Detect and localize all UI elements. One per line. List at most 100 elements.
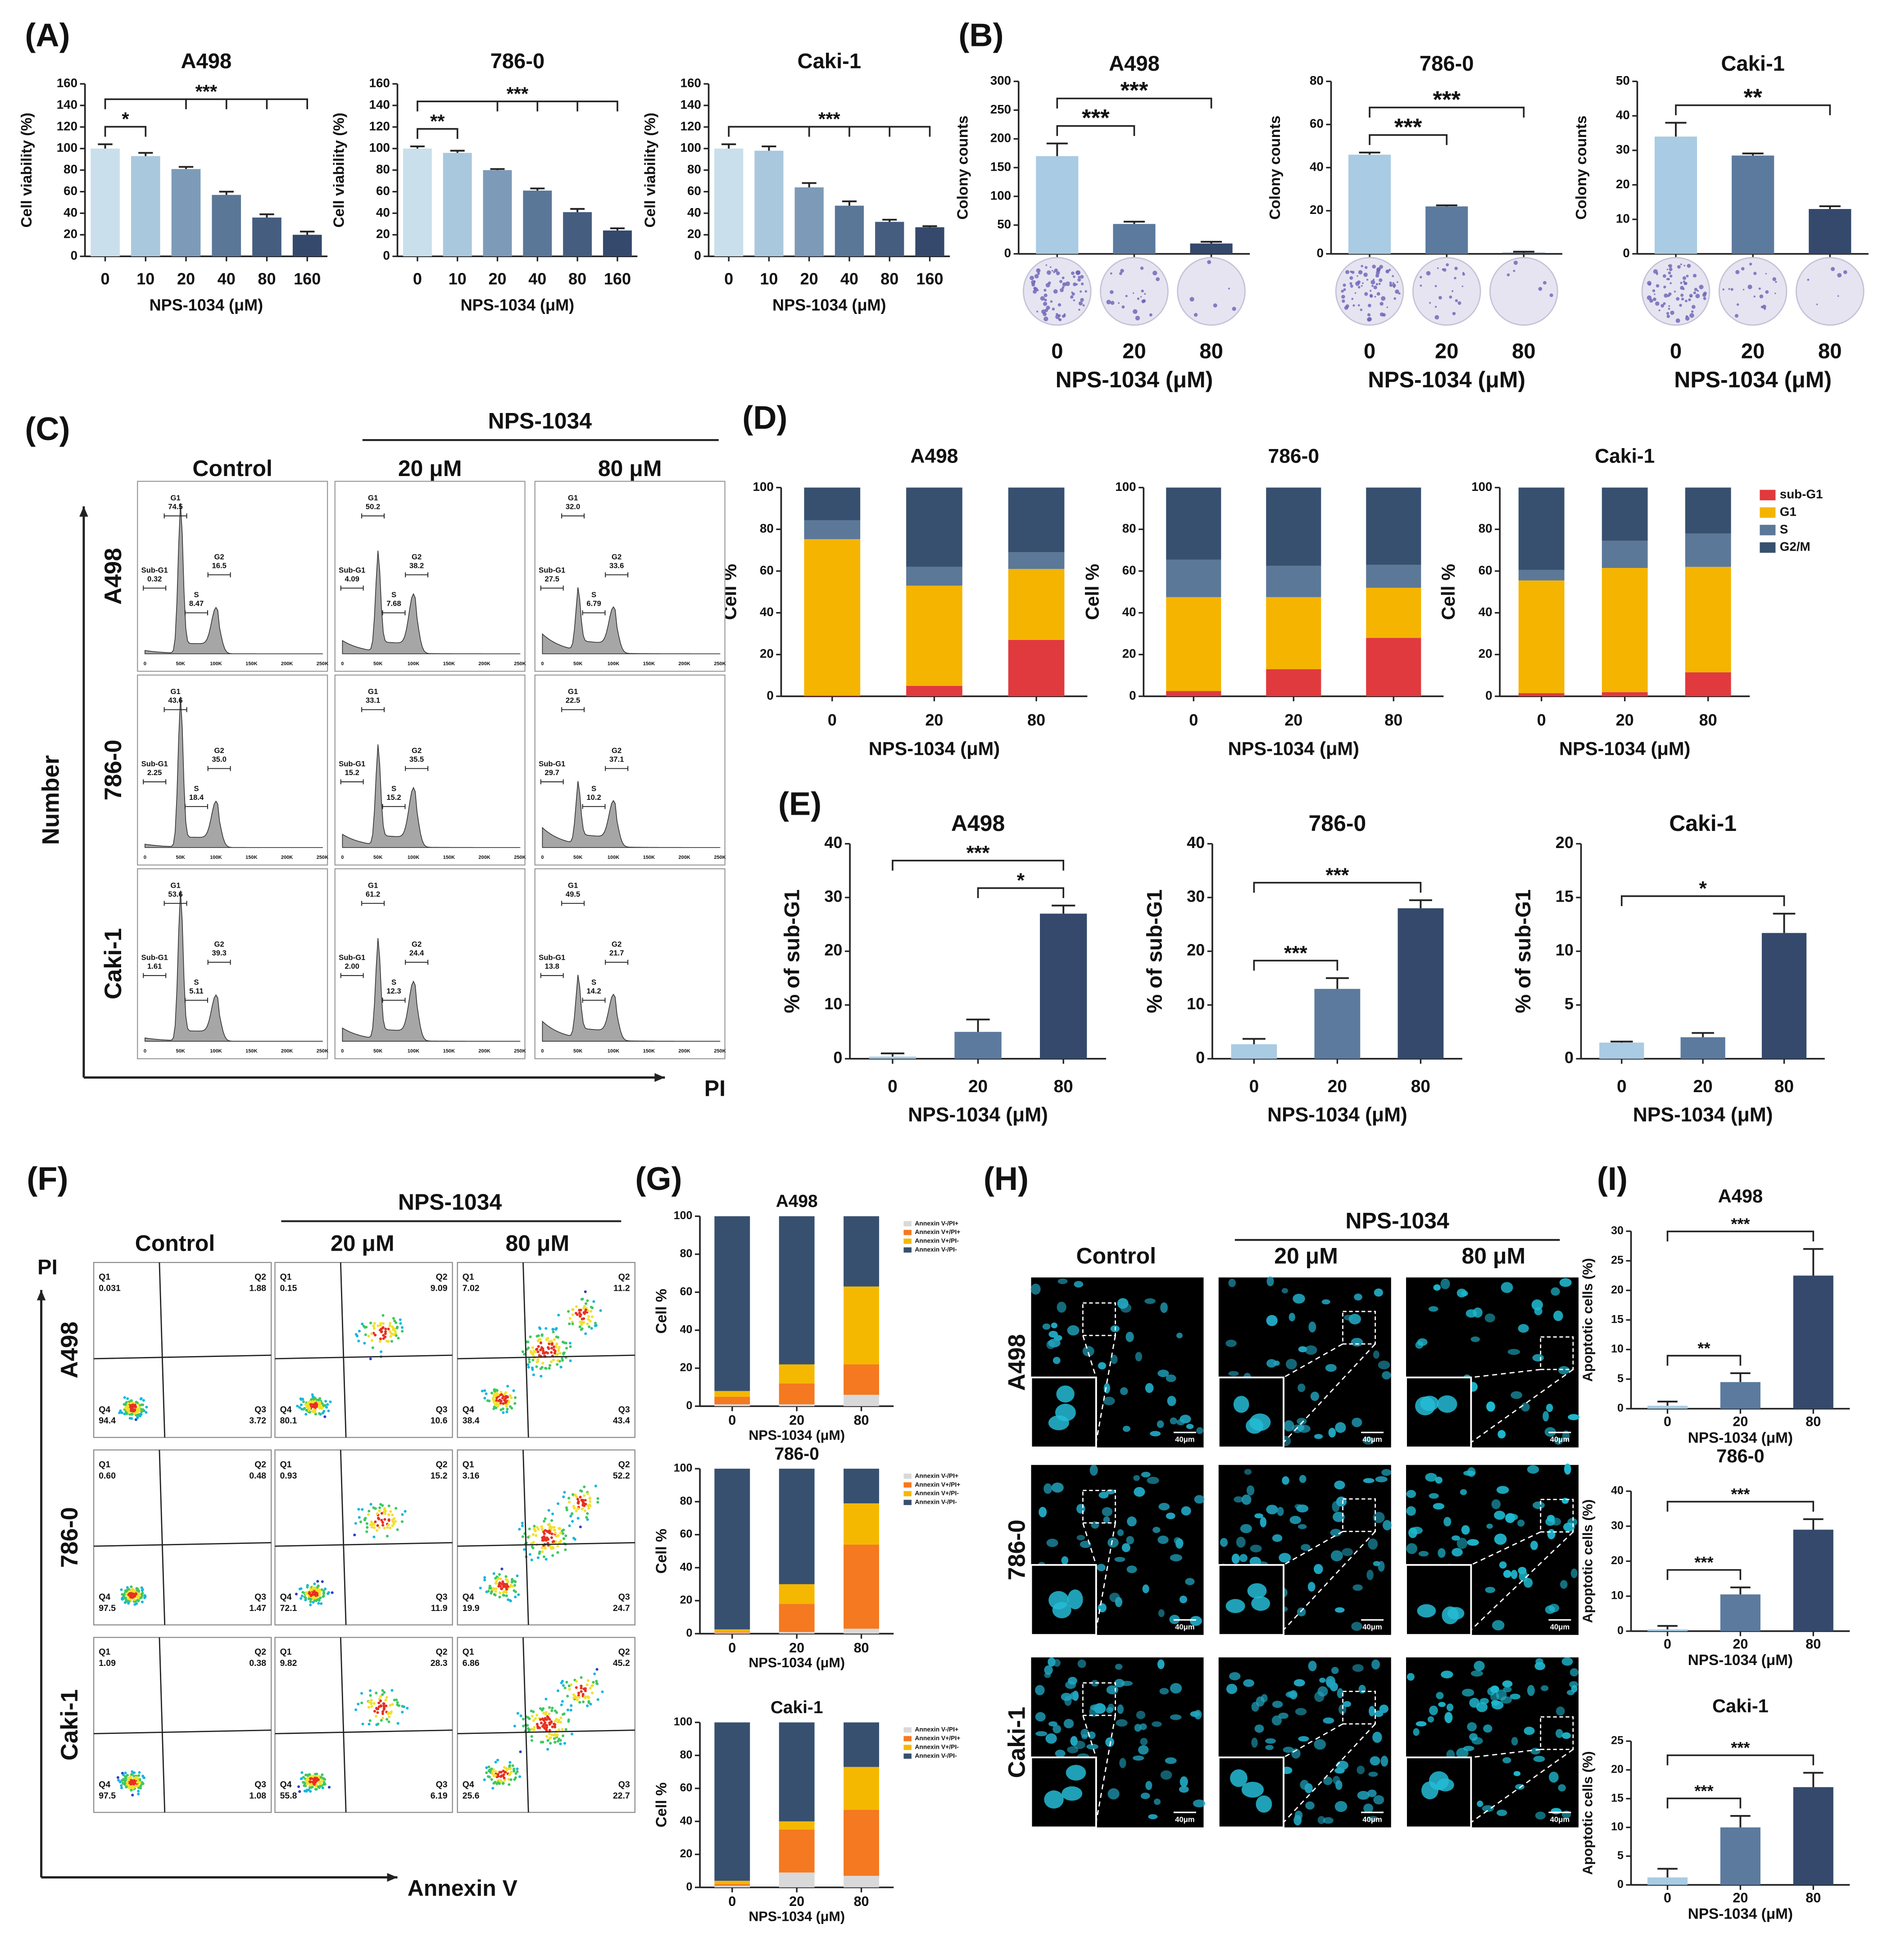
x-tick-label: 20 — [1733, 1414, 1748, 1429]
event-dot — [528, 1361, 531, 1364]
x-tick-label: 250K — [514, 661, 526, 667]
x-tick-label: 80 — [1054, 1077, 1073, 1096]
event-dot — [586, 1322, 589, 1325]
y-tick-label: 60 — [64, 184, 77, 198]
event-dot — [550, 1536, 553, 1539]
nucleus — [1373, 1350, 1379, 1359]
gate-value: 2.25 — [147, 768, 162, 777]
colony — [1386, 306, 1388, 308]
y-tick-label: 250 — [990, 102, 1011, 116]
nucleus — [1030, 1284, 1041, 1295]
colony — [1073, 275, 1075, 278]
nucleus — [1091, 1680, 1099, 1687]
legend-label: Annexin V-/PI+ — [915, 1726, 958, 1733]
event-dot — [127, 1407, 130, 1410]
event-dot — [580, 1687, 583, 1690]
histogram-frame — [334, 674, 526, 866]
colony — [1207, 260, 1211, 264]
nucleus — [1425, 1473, 1437, 1482]
colony-dish — [1641, 257, 1710, 326]
colony — [1680, 286, 1684, 290]
y-tick-label: 60 — [1310, 117, 1324, 131]
significance-bracket — [417, 100, 618, 112]
nucleus — [1281, 1288, 1289, 1293]
event-dot — [404, 1510, 407, 1513]
event-dot — [127, 1777, 130, 1780]
colony — [1454, 267, 1458, 270]
legend-swatch — [903, 1473, 912, 1479]
x-tick-label: 40 — [528, 269, 546, 288]
error-bar — [762, 145, 776, 151]
legend-label: Annexin V+/PI- — [915, 1489, 959, 1497]
event-dot — [367, 1706, 370, 1709]
gate-marker — [605, 766, 629, 771]
colony — [1033, 290, 1037, 294]
event-dot — [534, 1717, 537, 1720]
event-dot — [322, 1589, 325, 1592]
arrow-head — [654, 1073, 665, 1082]
event-dot — [541, 1361, 544, 1365]
gate-marker — [207, 766, 231, 771]
nucleus — [1194, 1710, 1202, 1720]
nucleus — [1476, 1702, 1488, 1712]
gate-marker — [540, 585, 564, 591]
event-dot — [369, 1689, 372, 1692]
event-dot — [539, 1327, 542, 1330]
event-dot — [379, 1322, 382, 1325]
y-tick-label: 140 — [369, 97, 390, 111]
colony — [1692, 274, 1697, 278]
event-dot — [566, 1695, 569, 1698]
error-bar — [219, 191, 234, 195]
event-dot — [357, 1508, 360, 1511]
nucleus — [1170, 1683, 1182, 1694]
group-header: NPS-1034 — [1345, 1208, 1449, 1234]
chart-title: Caki-1 — [771, 1698, 823, 1717]
event-dot — [499, 1402, 502, 1405]
colony — [1446, 263, 1449, 267]
quadrant-value: 11.2 — [613, 1284, 630, 1293]
event-dot — [367, 1513, 370, 1516]
event-dot — [318, 1592, 321, 1596]
event-dot — [513, 1769, 516, 1772]
bar — [875, 222, 904, 257]
event-dot — [562, 1537, 565, 1540]
event-dot — [368, 1719, 372, 1722]
event-dot — [125, 1785, 128, 1788]
event-dot — [499, 1591, 502, 1595]
nucleus — [1115, 1664, 1123, 1670]
nucleus — [1272, 1701, 1283, 1708]
y-axis-label: Cell % — [1081, 564, 1102, 620]
error-bar — [1046, 142, 1068, 156]
event-dot — [395, 1698, 398, 1701]
y-tick-label: 80 — [760, 522, 774, 535]
event-dot — [488, 1775, 491, 1779]
quadrant-name: Q1 — [463, 1460, 474, 1470]
event-dot — [585, 1302, 588, 1305]
colony — [1683, 280, 1686, 283]
histogram-frame — [334, 481, 526, 672]
event-dot — [575, 1305, 578, 1308]
event-dot — [386, 1718, 389, 1721]
colony — [1689, 313, 1694, 318]
event-dot — [323, 1415, 327, 1418]
colony — [1831, 267, 1835, 271]
colony — [1538, 287, 1543, 291]
colony — [1073, 299, 1075, 302]
nucleus — [1491, 1700, 1500, 1706]
colony — [1050, 300, 1053, 303]
event-dot — [589, 1320, 592, 1323]
x-tick-label: 80 — [1512, 339, 1535, 363]
event-dot — [133, 1598, 136, 1601]
nucleus — [1362, 1437, 1375, 1445]
event-dot — [497, 1577, 500, 1580]
nucleus — [1496, 1486, 1509, 1494]
nucleus — [1380, 1756, 1388, 1767]
error-bar — [1657, 1625, 1678, 1629]
colony — [1396, 281, 1398, 283]
column-label: 20 μM — [331, 1231, 395, 1256]
colony — [1045, 283, 1050, 288]
event-dot — [302, 1781, 305, 1784]
event-dot — [578, 1311, 581, 1315]
colony — [1350, 284, 1353, 288]
